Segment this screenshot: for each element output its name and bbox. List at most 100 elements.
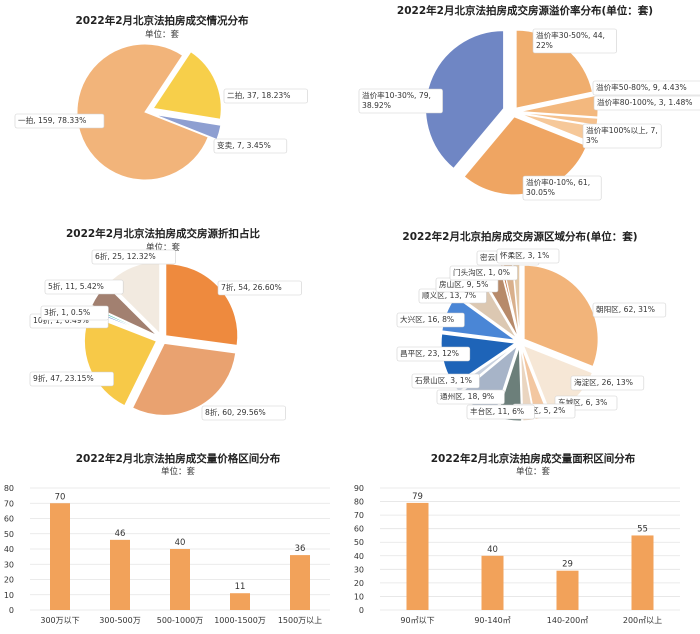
c6-ytick-5: 50 [354,538,364,547]
c3-label-0: 7折, 54, 26.60% [221,282,282,292]
c6-category-1: 90-140㎡ [474,616,510,625]
c4-label-2: 东城区, 6, 3% [558,397,607,407]
chart-panel-1: 2022年2月北京法拍房成交情况分布 单位：套 一拍, 159, 78.33% 二… [0,0,350,210]
c6-ytick-6: 60 [354,525,364,534]
c4-label-box-4 [466,404,535,420]
c1-label-1: 二拍, 37, 18.23% [227,90,290,100]
c4-label-6: 石景山区, 3, 1% [415,375,472,385]
c1-label-0: 一拍, 159, 78.33% [18,115,86,125]
chart-5-subtitle: 单位：套 [161,466,196,477]
chart-panel-6: 2022年2月北京法拍房成交量面积区间分布 单位：套 0 10 20 30 40 50 60… [350,440,700,634]
c1-label-box-1 [223,88,308,104]
c2-label-0: 溢价率30-50%, 44, 22% [536,30,605,50]
c3-label-box-6 [91,249,176,265]
c6-ytick-4: 40 [354,552,364,561]
c1-label-box-2 [213,138,288,154]
c1-label-2: 变卖, 7, 3.45% [217,140,271,150]
c3-label-2: 9折, 47, 23.15% [33,373,94,383]
c2-label-box-1 [592,80,700,96]
c2-label-4: 溢价率0-10%, 61, 30.05% [526,177,590,197]
c4-label-11: 门头沟区, 1, 0% [453,267,510,277]
c4-label-box-11 [449,265,518,281]
c3-label-5: 5折, 11, 5.42% [48,281,104,291]
c5-ytick-5: 50 [4,530,14,539]
c6-ytick-0: 0 [359,606,364,615]
c2-label-5: 溢价率10-30%, 79, 38.92% [362,90,431,110]
c2-label-box-5 [358,88,443,114]
chart-panel-2: 2022年2月北京法拍房成交房源溢价率分布(单位：套) 溢价率30-50%, 4… [350,0,700,210]
chart-4-title: 2022年2月北京拍房成交房源区域分布(单位：套) [402,230,637,243]
c6-ytick-9: 90 [354,484,364,493]
c5-ytick-0: 0 [9,606,14,615]
chart-panel-3: 2022年2月北京法拍房成交房源折扣占比 单位：套 7折, 54, 26.60%… [0,215,350,425]
chart-6-title: 2022年2月北京法拍房成交量面积区间分布 [431,452,636,465]
c6-ytick-7: 70 [354,511,364,520]
c4-label-box-0 [592,302,667,318]
c1-label-box-0 [14,113,105,129]
c1-slice-1 [152,51,222,120]
c3-slice-0 [165,263,239,346]
c5-value-label-1: 46 [115,529,126,539]
c4-label-box-5 [436,389,505,405]
c6-bar-0 [406,502,429,610]
c4-label-box-13 [496,248,560,264]
chart-5-svg: 2022年2月北京法拍房成交量价格区间分布 单位：套 0 10 20 30 40 50 60… [4,452,330,625]
c6-bar-3 [631,535,654,610]
c3-label-box-5 [44,279,124,295]
chart-3-svg: 2022年2月北京法拍房成交房源折扣占比 单位：套 7折, 54, 26.60%… [29,227,302,421]
c2-slice-5 [425,30,505,170]
c5-value-label-4: 36 [295,544,306,554]
c5-ytick-7: 70 [4,499,14,508]
c5-value-label-2: 40 [175,538,186,548]
c5-bar-3 [230,593,250,610]
c4-label-box-6 [411,373,480,389]
c5-category-4: 1500万以上 [278,616,322,625]
c5-category-1: 300-500万 [99,616,140,625]
c4-label-box-8 [396,312,465,328]
c4-slice-0 [523,264,599,368]
c6-ytick-1: 10 [354,592,364,601]
c2-label-3: 溢价率100%以上, 7, 3% [586,125,658,145]
c6-value-label-3: 55 [637,524,648,534]
c3-slice-1 [131,342,237,416]
c5-ytick-4: 40 [4,545,14,554]
c4-label-8: 大兴区, 16, 8% [400,314,454,324]
c3-label-6: 6折, 25, 12.32% [95,251,156,261]
c5-category-2: 500-1000万 [157,616,204,625]
chart-2-svg: 2022年2月北京法拍房成交房源溢价率分布(单位：套) 溢价率30-50%, 4… [358,4,700,201]
c5-value-label-3: 11 [235,582,246,592]
c4-slice-3 [520,346,535,422]
c5-bar-2 [170,549,190,610]
chart-4-svg: 2022年2月北京拍房成交房源区域分布(单位：套) 朝阳区, 62, 31% 海淀… [396,230,667,422]
chart-1-title: 2022年2月北京法拍房成交情况分布 [75,14,249,27]
c5-category-3: 1000-1500万 [214,616,266,625]
c5-bar-0 [50,503,70,610]
c6-category-2: 140-200㎡ [547,616,588,625]
c6-value-label-1: 40 [487,545,498,555]
chart-1-subtitle: 单位：套 [145,29,180,40]
c5-value-label-0: 70 [55,492,66,502]
c6-bar-1 [481,555,504,610]
c5-bar-1 [110,539,130,610]
c4-label-9: 顺义区, 13, 7% [422,291,476,300]
c3-label-box-4 [40,305,109,321]
c5-bar-4 [290,555,310,610]
c3-label-box-0 [217,280,302,296]
c2-label-box-4 [522,175,602,201]
c4-label-7: 昌平区, 23, 12% [400,349,459,358]
c1-slice-0 [76,43,209,181]
chart-3-subtitle: 单位：套 [146,242,181,253]
c4-label-0: 朝阳区, 62, 31% [596,305,655,314]
c3-label-box-2 [29,371,114,387]
c4-label-3: 西城区, 5, 2% [516,406,565,415]
c2-label-2: 溢价率80-100%, 3, 1.48% [597,97,693,107]
c5-ytick-6: 60 [4,515,14,524]
c6-ytick-8: 80 [354,498,364,507]
chart-2-title: 2022年2月北京法拍房成交房源溢价率分布(单位：套) [397,4,653,17]
c6-ytick-3: 30 [354,565,364,574]
c4-label-4: 丰台区, 11, 6% [470,406,524,416]
c2-label-1: 溢价率50-80%, 9, 4.43% [596,82,687,92]
c6-ytick-2: 20 [354,579,364,588]
c2-label-box-3 [582,123,662,149]
